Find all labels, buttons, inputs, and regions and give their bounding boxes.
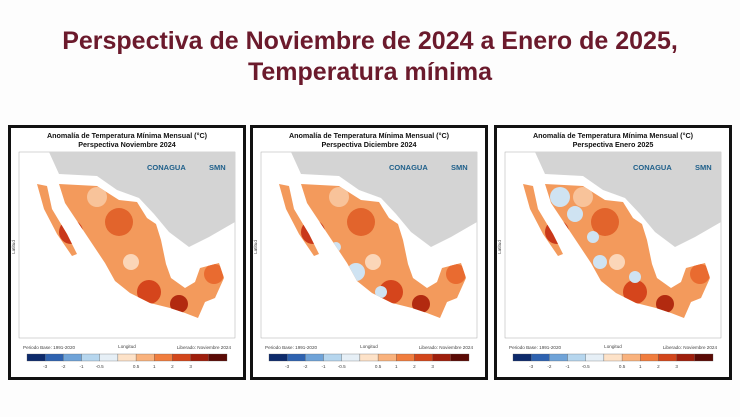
footer-right: Liberado: Noviembre 2024: [419, 345, 474, 350]
legend-label: -3: [43, 364, 48, 369]
footer-left: Periodo Base: 1991-2020: [265, 345, 318, 350]
logo: CONAGUA: [389, 163, 428, 172]
map-figure: Anomalía de Temperatura Mínima Mensual (…: [253, 131, 478, 369]
colorbar-box: [323, 353, 342, 362]
panel-title: Anomalía de Temperatura Mínima Mensual (…: [289, 131, 450, 140]
colorbar-box: [603, 353, 623, 362]
y-axis-label: Latitud: [11, 240, 16, 254]
colorbar-box: [190, 353, 209, 362]
legend-label: 3: [189, 364, 192, 369]
logo: CONAGUA: [147, 163, 186, 172]
footer-right: Liberado: Noviembre 2024: [177, 345, 232, 350]
slide-title: Perspectiva de Noviembre de 2024 a Enero…: [0, 26, 740, 88]
legend-label: -3: [529, 364, 534, 369]
colorbar-box: [135, 353, 155, 362]
colorbar-box: [359, 353, 379, 362]
y-axis-label: Latitud: [253, 240, 258, 254]
legend-label: 1: [395, 364, 398, 369]
colorbar-box: [26, 353, 46, 362]
colorbar-box: [117, 353, 137, 362]
legend-label: -2: [303, 364, 308, 369]
colorbar-box: [99, 353, 119, 362]
legend-label: 0.5: [619, 364, 626, 369]
mexico: [279, 184, 466, 318]
legend-label: 0.5: [375, 364, 382, 369]
panel-title: Anomalía de Temperatura Mínima Mensual (…: [533, 131, 694, 140]
legend-label: -3: [285, 364, 290, 369]
panel-subtitle: Perspectiva Diciembre 2024: [321, 140, 416, 149]
legend-label: -2: [61, 364, 66, 369]
colorbar-box: [658, 353, 677, 362]
logo: CONAGUA: [633, 163, 672, 172]
footer-left: Periodo Base: 1991-2020: [23, 345, 76, 350]
footer-left: Periodo Base: 1991-2020: [509, 345, 562, 350]
map-panel: Anomalía de Temperatura Mínima Mensual (…: [8, 125, 246, 380]
legend-label: -2: [547, 364, 552, 369]
colorbar-box: [549, 353, 568, 362]
legend-label: -1: [321, 364, 326, 369]
colorbar-box: [585, 353, 605, 362]
colorbar-box: [172, 353, 191, 362]
legend-label: 2: [171, 364, 174, 369]
map: CONAGUA SMN Longitud Latitud: [11, 151, 236, 349]
colorbar-box: [154, 353, 173, 362]
colorbar-box: [341, 353, 361, 362]
colorbar-box: [396, 353, 415, 362]
panel-subtitle: Perspectiva Noviembre 2024: [78, 140, 176, 149]
colorbar-box: [208, 353, 228, 362]
panel-subtitle: Perspectiva Enero 2025: [573, 140, 654, 149]
legend-label: -1: [79, 364, 84, 369]
colorbar-box: [414, 353, 433, 362]
colorbar-box: [432, 353, 451, 362]
colorbar-box: [694, 353, 714, 362]
mexico: [37, 184, 224, 318]
x-axis-label: Longitud: [360, 344, 378, 349]
legend-label: 2: [413, 364, 416, 369]
legend-label: 2: [657, 364, 660, 369]
map-panel: Anomalía de Temperatura Mínima Mensual (…: [494, 125, 732, 380]
title-line: Perspectiva de Noviembre de 2024 a Enero…: [62, 27, 678, 55]
map-panel: Anomalía de Temperatura Mínima Mensual (…: [250, 125, 488, 380]
x-axis-label: Longitud: [604, 344, 622, 349]
footer-right: Liberado: Noviembre 2024: [663, 345, 718, 350]
colorbar-box: [63, 353, 82, 362]
colorbar-box: [45, 353, 64, 362]
colorbar-box: [640, 353, 659, 362]
colorbar-box: [268, 353, 288, 362]
colorbar-box: [567, 353, 586, 362]
legend-label: -0.5: [96, 364, 104, 369]
colorbar-box: [531, 353, 550, 362]
colorbar-box: [287, 353, 306, 362]
colorbar-box: [450, 353, 470, 362]
x-axis-label: Longitud: [118, 344, 136, 349]
legend-label: 3: [431, 364, 434, 369]
colorbar-box: [377, 353, 397, 362]
logo: SMN: [451, 163, 468, 172]
y-axis-label: Latitud: [497, 240, 502, 254]
colorbar-box: [512, 353, 532, 362]
colorbar-box: [676, 353, 695, 362]
map-figure: Anomalía de Temperatura Mínima Mensual (…: [11, 131, 236, 369]
legend-label: 1: [639, 364, 642, 369]
legend-label: -1: [565, 364, 570, 369]
panel-title: Anomalía de Temperatura Mínima Mensual (…: [47, 131, 208, 140]
colorbar-box: [305, 353, 324, 362]
map: CONAGUA SMN Longitud Latitud: [253, 151, 478, 349]
legend-label: 0.5: [133, 364, 140, 369]
colorbar-box: [81, 353, 100, 362]
logo: SMN: [209, 163, 226, 172]
colorbar-box: [621, 353, 641, 362]
legend-label: -0.5: [338, 364, 346, 369]
legend-label: -0.5: [582, 364, 590, 369]
legend-label: 1: [153, 364, 156, 369]
logo: SMN: [695, 163, 712, 172]
map-figure: Anomalía de Temperatura Mínima Mensual (…: [497, 131, 722, 369]
legend-label: 3: [675, 364, 678, 369]
map: CONAGUA SMN Longitud Latitud: [497, 151, 722, 349]
title-line: Temperatura mínima: [247, 58, 493, 86]
